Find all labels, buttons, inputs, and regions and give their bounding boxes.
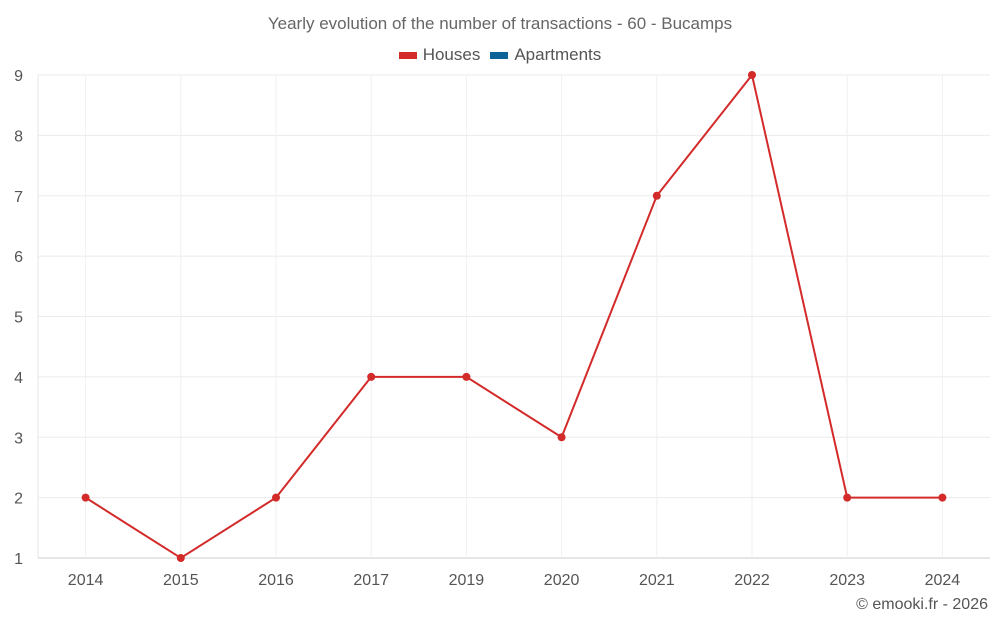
y-tick-label-6: 6 [14, 249, 23, 266]
y-tick-label-4: 4 [14, 370, 23, 387]
x-tick-label-2016: 2016 [258, 572, 294, 589]
data-point-houses-2023 [843, 493, 852, 502]
y-tick-label-9: 9 [14, 68, 23, 85]
legend: Houses Apartments [0, 45, 1000, 65]
x-tick-label-2019: 2019 [449, 572, 485, 589]
copyright-footer[interactable]: © emooki.fr - 2026 [856, 596, 988, 613]
chart-title: Yearly evolution of the number of transa… [267, 14, 733, 33]
legend-item-houses[interactable]: Houses [398, 45, 481, 65]
data-point-houses-2016 [272, 493, 280, 502]
x-tick-label-2024: 2024 [925, 572, 961, 589]
series-line-houses [85, 72, 943, 560]
data-point-houses-2020 [557, 433, 566, 442]
x-tick-label-2014: 2014 [68, 572, 104, 589]
x-tick-label-2017: 2017 [353, 572, 389, 589]
data-point-houses-2019 [462, 372, 471, 381]
data-point-houses-2024 [938, 493, 947, 502]
y-tick-label-1: 1 [14, 551, 23, 568]
data-point-houses-2015 [176, 554, 185, 562]
y-tick-label-2: 2 [14, 491, 23, 508]
x-tick-label-2015: 2015 [163, 572, 199, 589]
y-tick-label-8: 8 [14, 128, 23, 145]
legend-label-houses: Houses [422, 45, 481, 64]
y-tick-label-3: 3 [14, 430, 23, 447]
y-tick-label-5: 5 [14, 310, 23, 327]
data-point-houses-2017 [367, 372, 376, 381]
x-tick-label-2020: 2020 [544, 572, 580, 589]
data-point-houses-2021 [652, 191, 661, 200]
legend-swatch-houses [398, 51, 417, 59]
legend-swatch-apartments [490, 51, 509, 59]
x-tick-label-2021: 2021 [639, 572, 675, 589]
y-tick-label-7: 7 [14, 189, 23, 206]
legend-item-apartments[interactable]: Apartments [490, 45, 601, 65]
legend-label-apartments: Apartments [514, 45, 602, 64]
data-point-houses-2022 [748, 71, 756, 79]
data-point-houses-2014 [81, 493, 90, 502]
x-tick-label-2022: 2022 [734, 572, 770, 589]
x-tick-label-2023: 2023 [829, 572, 865, 589]
